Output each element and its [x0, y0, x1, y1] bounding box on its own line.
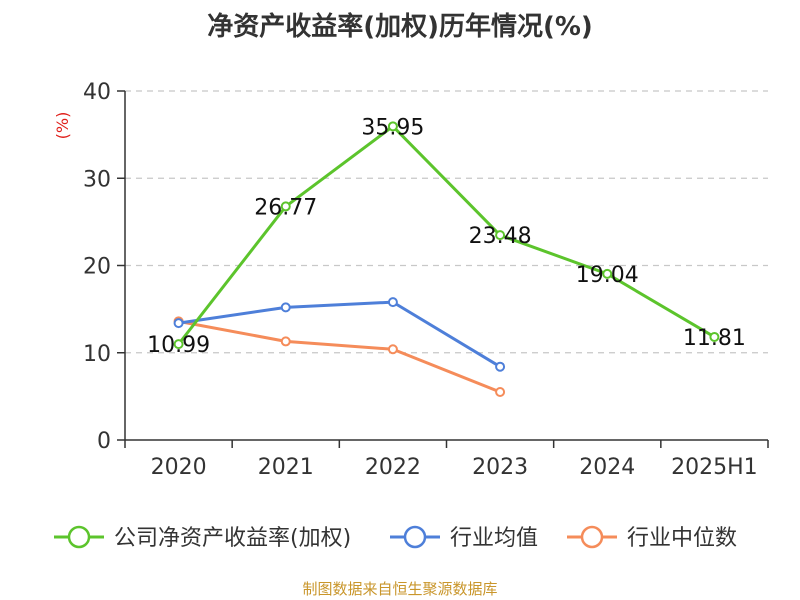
data-label: 35.95	[361, 115, 424, 140]
legend-label: 行业均值	[450, 526, 538, 551]
y-tick-label: 20	[83, 255, 111, 280]
grid-lines	[125, 90, 768, 354]
x-tick-label: 2024	[579, 455, 635, 480]
legend-marker	[580, 525, 604, 549]
x-tick-label: 2022	[365, 455, 421, 480]
data-labels: 10.99 26.77 35.95 23.48 19.04 11.81	[147, 115, 746, 358]
y-tick-label: 30	[83, 167, 111, 192]
data-point	[709, 331, 720, 342]
series-line	[178, 319, 501, 394]
data-point	[173, 339, 184, 350]
data-point	[280, 336, 291, 347]
data-label: 26.77	[254, 195, 317, 220]
data-point	[387, 344, 398, 355]
data-point	[495, 230, 506, 241]
data-point	[495, 387, 506, 398]
x-tick-label: 2021	[258, 455, 314, 480]
legend: 公司净资产收益率(加权) 行业均值 行业中位数	[54, 525, 737, 551]
chart-title: 净资产收益率(加权)历年情况(%)	[207, 12, 593, 42]
x-tick-label: 2023	[472, 455, 528, 480]
data-point	[280, 201, 291, 212]
data-point	[387, 297, 398, 308]
legend-marker	[67, 525, 91, 549]
data-label: 19.04	[576, 263, 639, 288]
axes: 0 10 20 30 40 2020 2021 2022 2023 2024 2025H1 (%)	[53, 80, 769, 480]
source-note: 制图数据来自恒生聚源数据库	[302, 580, 498, 598]
y-axis-label: (%)	[53, 112, 72, 140]
series-line	[178, 300, 501, 368]
x-tick-label: 2020	[151, 455, 207, 480]
legend-marker	[403, 525, 427, 549]
data-point	[173, 318, 184, 329]
legend-label: 行业中位数	[627, 526, 737, 551]
y-tick-label: 10	[83, 342, 111, 367]
data-point	[602, 268, 613, 279]
data-point	[387, 121, 398, 132]
legend-label: 公司净资产收益率(加权)	[114, 526, 351, 551]
x-tick-label: 2025H1	[671, 455, 758, 480]
data-label: 11.81	[683, 326, 746, 351]
data-label: 10.99	[147, 333, 210, 358]
y-tick-label: 0	[97, 429, 111, 454]
data-point	[280, 302, 291, 313]
data-point	[495, 361, 506, 372]
y-tick-label: 40	[83, 80, 111, 105]
data-label: 23.48	[469, 224, 532, 249]
series-lines	[173, 121, 720, 398]
series-line	[177, 124, 716, 346]
